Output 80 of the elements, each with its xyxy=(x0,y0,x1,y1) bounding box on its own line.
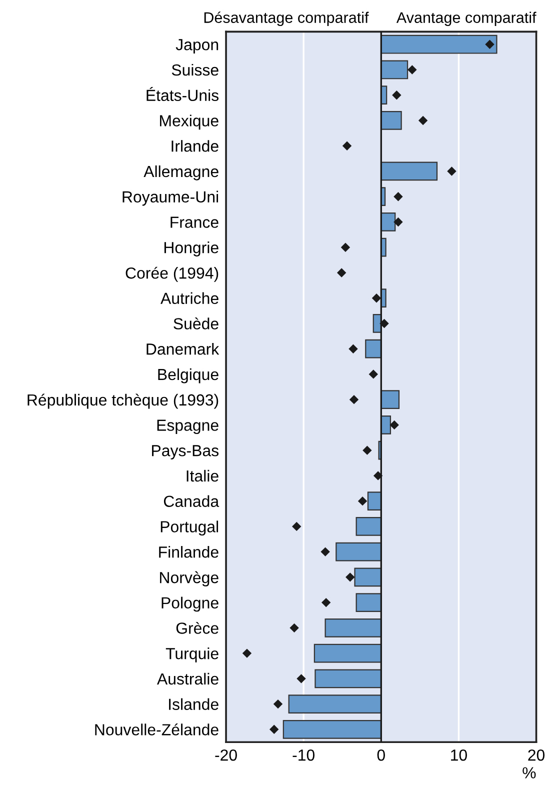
point xyxy=(321,598,331,608)
y-tick-label: Norvège xyxy=(160,571,218,586)
y-tick-label: Canada xyxy=(164,495,220,508)
point xyxy=(320,547,330,556)
text: Avantage comparatif xyxy=(396,12,536,26)
y-tick-label: Italie xyxy=(186,470,218,482)
y-tick-label: Islande xyxy=(169,698,218,710)
y-tick-label: Mexique xyxy=(160,114,218,130)
point xyxy=(242,648,252,658)
y-tick-label: Corée (1994) xyxy=(126,266,218,282)
y-tick-label: Australie xyxy=(156,672,218,685)
point xyxy=(296,674,306,684)
y-tick-label: Danemark xyxy=(146,343,220,355)
y-tick-label: Nouvelle-Zélande xyxy=(95,723,218,736)
point xyxy=(394,192,403,202)
bar xyxy=(380,60,408,80)
point xyxy=(373,471,383,480)
bar xyxy=(336,542,382,562)
x-tick-label: 10 xyxy=(451,749,467,761)
y-tick-label: États-Unis xyxy=(146,87,219,102)
y-tick-label: Irlande xyxy=(172,140,218,152)
point xyxy=(270,724,279,734)
x-axis-title: % xyxy=(522,767,536,778)
text: Désavantage comparatif xyxy=(204,12,369,26)
y-tick-label: Suède xyxy=(174,317,218,330)
bar xyxy=(324,618,382,638)
x-tick-label: 20 xyxy=(528,749,545,761)
y-tick-label: Espagne xyxy=(157,420,218,434)
point xyxy=(346,572,355,582)
bar xyxy=(354,568,382,587)
x-tick-label: -10 xyxy=(292,749,315,761)
y-tick-label: Pays-Bas xyxy=(152,445,219,460)
bar xyxy=(380,34,498,54)
bar xyxy=(365,339,382,358)
point xyxy=(380,318,389,328)
point xyxy=(348,344,358,354)
point xyxy=(340,242,350,252)
point xyxy=(336,268,346,278)
point xyxy=(485,40,494,49)
y-tick-label: Finlande xyxy=(159,546,218,558)
bar xyxy=(367,492,382,511)
bar xyxy=(380,390,400,410)
bar xyxy=(314,669,382,688)
point xyxy=(342,141,352,150)
bar xyxy=(356,593,382,612)
y-tick-label: Portugal xyxy=(160,520,218,536)
y-tick-label: Hongrie xyxy=(164,242,218,256)
y-tick-label: Pologne xyxy=(162,596,218,612)
y-tick-label: France xyxy=(170,216,218,228)
point xyxy=(394,217,403,227)
y-tick-label: Suisse xyxy=(172,64,218,76)
y-tick-label: Belgique xyxy=(158,368,218,384)
bar xyxy=(314,644,382,663)
point xyxy=(362,446,372,455)
y-tick-label: Autriche xyxy=(160,292,218,304)
point xyxy=(418,116,428,126)
y-tick-label: Allemagne xyxy=(144,165,218,180)
bar xyxy=(356,517,382,536)
point xyxy=(290,623,299,633)
point xyxy=(358,496,368,506)
y-tick-label: République tchèque (1993) xyxy=(28,394,218,409)
y-tick-label: Turquie xyxy=(166,648,218,662)
point xyxy=(447,166,456,176)
x-tick-label: -20 xyxy=(215,749,237,761)
bar xyxy=(380,162,438,181)
point xyxy=(368,370,378,379)
point xyxy=(408,65,417,74)
y-tick-label: Japon xyxy=(176,39,218,54)
point xyxy=(292,522,302,532)
x-tick-label: 0 xyxy=(377,749,385,761)
point xyxy=(390,420,399,430)
point xyxy=(392,90,402,100)
point xyxy=(349,394,359,404)
bar xyxy=(380,111,402,130)
bar xyxy=(282,720,382,739)
y-tick-label: Royaume-Uni xyxy=(122,190,218,206)
y-tick-label: Grèce xyxy=(176,622,218,634)
point xyxy=(273,699,283,709)
bar xyxy=(288,694,382,714)
point xyxy=(372,293,382,303)
